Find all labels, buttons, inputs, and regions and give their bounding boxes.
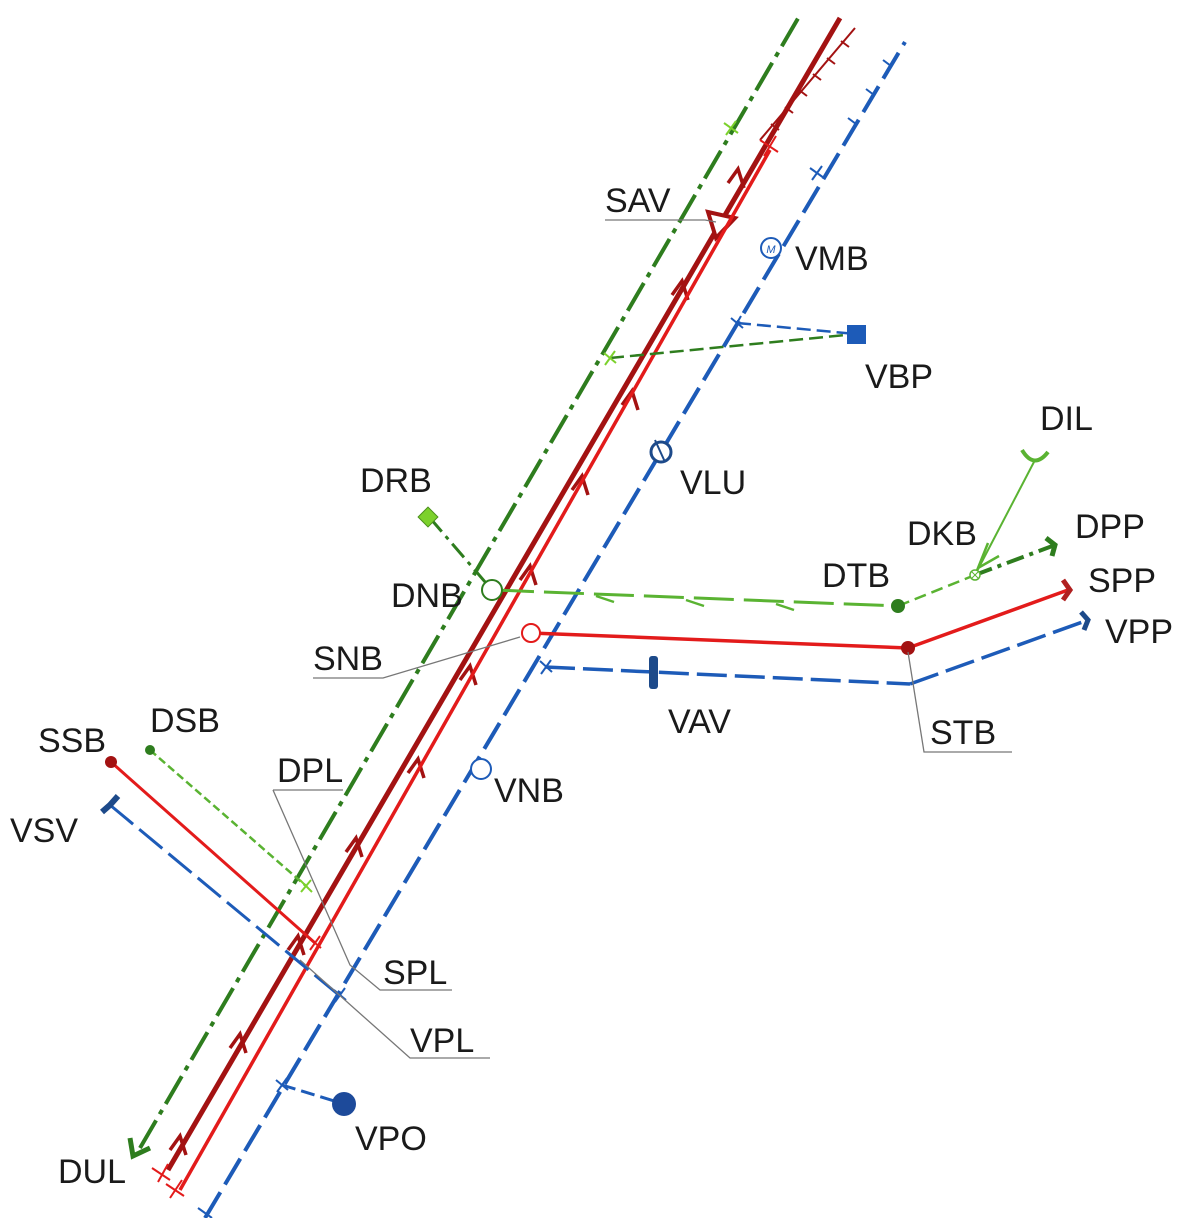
ssb-node-icon: [105, 756, 117, 768]
stb-branch-line: [530, 631, 909, 650]
label-dpl: DPL: [277, 752, 343, 790]
dtb-branch-line: [493, 588, 899, 608]
label-dkb: DKB: [907, 515, 977, 553]
dtb-to-dkb-line: [897, 573, 976, 608]
vav-valve-icon: [649, 656, 658, 689]
dsb-branch-line: [149, 749, 307, 887]
green-main-line: [138, 13, 802, 1150]
label-vpo: VPO: [355, 1120, 427, 1158]
label-vnb: VNB: [494, 772, 564, 810]
vsv-branch-line: [109, 803, 341, 998]
spp-branch-line: [907, 588, 1069, 650]
label-vpp: VPP: [1105, 613, 1173, 651]
blue-hatch-ticks: [197, 59, 892, 1218]
drb-branch-line: [428, 517, 494, 591]
dpp-cap-icon: [1044, 536, 1058, 557]
label-ssb: SSB: [38, 722, 106, 760]
vpp-branch-line: [909, 618, 1089, 686]
label-dnb: DNB: [391, 577, 463, 615]
label-dpp: DPP: [1075, 508, 1145, 546]
vpo-branch-line: [281, 1083, 345, 1106]
vmb-meter-icon: [760, 237, 782, 259]
label-spl: SPL: [383, 954, 447, 992]
label-snb: SNB: [313, 640, 383, 678]
ssb-branch-line: [110, 760, 316, 945]
vav-junction-cross: [539, 659, 553, 675]
vpp-cap-icon: [1079, 610, 1091, 631]
leader-lines: [272, 219, 1012, 1059]
flow-direction-chevrons: [168, 165, 746, 1156]
label-dil: DIL: [1040, 400, 1093, 438]
label-stb: STB: [930, 714, 996, 752]
label-vmb: VMB: [795, 240, 869, 278]
label-vav: VAV: [668, 703, 731, 741]
vmb-meter-glyph: M: [766, 244, 776, 256]
dtb-branch-ticks: [595, 594, 795, 612]
drb-square-icon: [417, 506, 439, 528]
vsv-cap-icon: [100, 794, 121, 815]
dark-red-hatched-tail: [759, 27, 856, 141]
vnb-node-icon: [470, 758, 492, 780]
label-vbp: VBP: [865, 358, 933, 396]
vbp-branch-line-blue: [736, 321, 857, 336]
dsb-node-icon: [145, 745, 155, 755]
label-vpl: VPL: [410, 1022, 474, 1060]
dark-red-hatch-ticks: [770, 40, 850, 131]
snb-node-icon: [521, 623, 541, 643]
spp-cap-icon: [1060, 578, 1074, 602]
vbp-square-icon: [847, 325, 866, 344]
vbp-junction-crosses: [603, 120, 744, 366]
label-dul: DUL: [58, 1153, 126, 1191]
label-spp: SPP: [1088, 562, 1156, 600]
stb-node-icon: [901, 641, 915, 655]
red-end-cross-icon: [151, 135, 779, 1199]
label-vsv: VSV: [10, 812, 78, 850]
label-dsb: DSB: [150, 702, 220, 740]
dark-red-main-line: [165, 16, 843, 1172]
label-vlu: VLU: [680, 464, 746, 502]
dnb-node-icon: [481, 579, 503, 601]
dkb-arrow-icon: [975, 542, 1000, 571]
blue-main-line: [203, 40, 907, 1218]
label-sav: SAV: [605, 182, 671, 220]
dil-funnel-icon: [1020, 448, 1050, 463]
label-drb: DRB: [360, 462, 432, 500]
dil-branch-line: [974, 459, 1036, 576]
vbp-branch-line-green: [609, 332, 857, 360]
dul-arrow-icon: [127, 1137, 152, 1160]
red-main-line: [178, 149, 772, 1191]
vlu-node-stem: [654, 439, 666, 463]
vpo-junction-cross: [275, 1077, 289, 1093]
label-dtb: DTB: [822, 557, 890, 595]
dkb-node-cross: [971, 571, 979, 579]
vpo-node-icon: [332, 1092, 356, 1116]
dpp-branch-line: [974, 543, 1056, 577]
dtb-node-icon: [891, 599, 905, 613]
vav-branch-line: [544, 665, 911, 686]
